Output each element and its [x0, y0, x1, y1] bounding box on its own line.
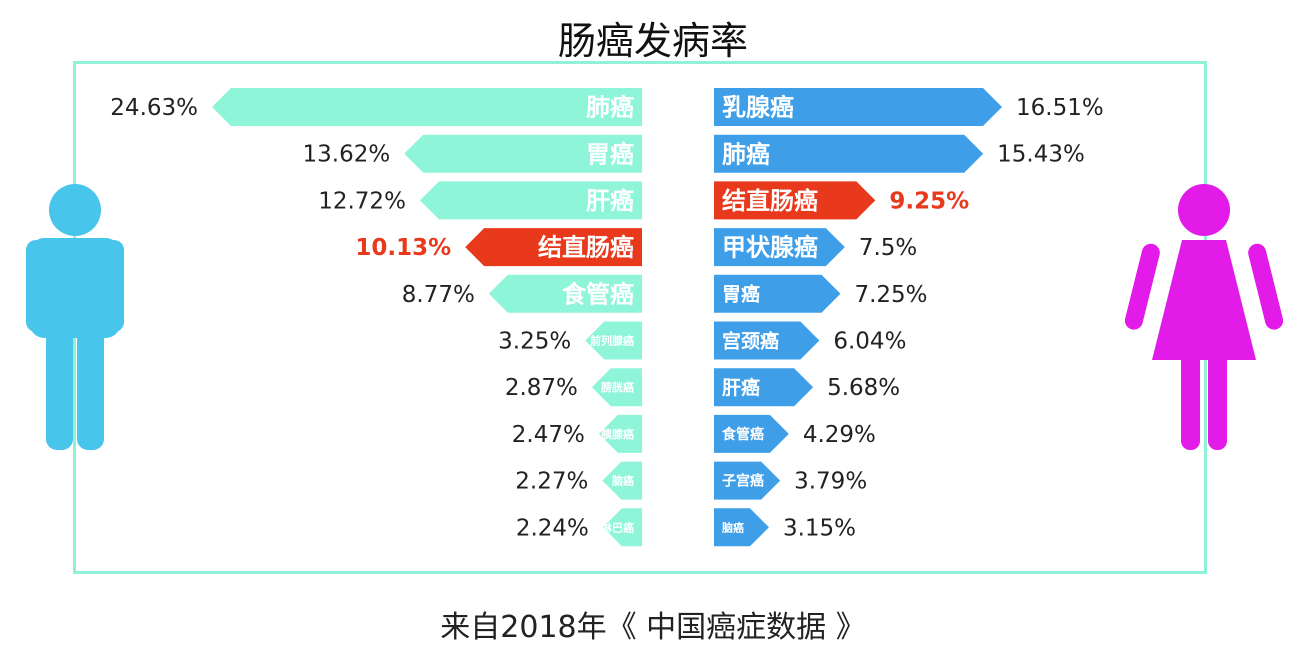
- source-note: 来自2018年《 中国癌症数据 》: [440, 610, 866, 645]
- male-series: 肺癌 24.63% 胃癌 13.62% 肝癌 12.72% 结直肠癌 10.13% 食管癌 8.7…: [110, 88, 642, 547]
- female-bar-label-0: 乳腺癌: [722, 94, 794, 122]
- female-bar-label-5: 宫颈癌: [722, 329, 779, 352]
- male-bar-8: [602, 461, 642, 500]
- chart-title: 肠癌发病率: [557, 19, 748, 63]
- male-value-label-6: 2.87%: [505, 375, 578, 401]
- male-bar-6: [591, 368, 642, 407]
- male-bar-9: [602, 508, 642, 547]
- male-bar-label-5: 前列腺癌: [590, 333, 634, 347]
- male-value-label-1: 13.62%: [303, 142, 391, 168]
- female-bar-label-2: 结直肠癌: [722, 187, 818, 215]
- female-bar-2: [714, 181, 876, 220]
- male-bar-4: [488, 274, 642, 313]
- female-bar-label-7: 食管癌: [722, 426, 764, 443]
- female-bar-3: [714, 228, 845, 267]
- male-bar-label-6: 膀胱癌: [600, 380, 634, 394]
- female-bar-label-6: 肝癌: [722, 376, 760, 399]
- female-value-label-7: 4.29%: [803, 422, 876, 448]
- male-bar-label-3: 结直肠癌: [538, 234, 634, 262]
- male-value-label-2: 12.72%: [318, 188, 406, 214]
- female-bar-label-9: 脑癌: [722, 520, 744, 534]
- female-value-label-4: 7.25%: [854, 282, 927, 308]
- male-value-label-8: 2.27%: [515, 469, 588, 495]
- male-bar-label-1: 胃癌: [586, 140, 634, 168]
- male-bar-1: [404, 134, 642, 173]
- male-bar-label-0: 肺癌: [586, 94, 634, 122]
- male-value-label-9: 2.24%: [516, 515, 589, 541]
- male-bar-2: [419, 181, 642, 220]
- male-value-label-3: 10.13%: [355, 235, 451, 261]
- male-value-label-4: 8.77%: [402, 282, 475, 308]
- female-value-label-3: 7.5%: [859, 235, 917, 261]
- male-bar-5: [585, 321, 642, 360]
- female-bar-label-8: 子宫癌: [722, 473, 764, 490]
- male-bar-label-7: 胰腺癌: [600, 427, 634, 441]
- female-value-label-5: 6.04%: [833, 329, 906, 355]
- female-figure-icon: [1124, 184, 1284, 450]
- male-figure-icon: [26, 184, 124, 450]
- female-bar-0: [714, 88, 1002, 126]
- female-bar-4: [714, 274, 841, 313]
- male-bar-0: [212, 88, 642, 126]
- male-value-label-0: 24.63%: [110, 95, 198, 121]
- male-value-label-5: 3.25%: [498, 329, 571, 355]
- female-bar-6: [714, 368, 814, 407]
- male-bar-label-8: 脑癌: [612, 474, 634, 488]
- female-value-label-2: 9.25%: [889, 188, 969, 214]
- female-value-label-6: 5.68%: [827, 375, 900, 401]
- female-bar-8: [714, 461, 781, 500]
- male-bar-label-4: 食管癌: [562, 280, 634, 308]
- female-bar-label-3: 甲状腺癌: [722, 234, 818, 262]
- female-value-label-1: 15.43%: [997, 142, 1085, 168]
- female-bar-label-1: 肺癌: [722, 140, 770, 168]
- male-bar-label-2: 肝癌: [586, 187, 634, 215]
- female-bar-9: [714, 508, 769, 547]
- female-value-label-8: 3.79%: [794, 469, 867, 495]
- female-value-label-0: 16.51%: [1016, 95, 1104, 121]
- female-bar-label-4: 胃癌: [722, 283, 760, 306]
- male-bar-label-9: 淋巴癌: [601, 520, 634, 534]
- female-value-label-9: 3.15%: [783, 515, 856, 541]
- male-bar-7: [598, 414, 642, 453]
- male-bar-3: [465, 228, 642, 267]
- female-bar-1: [714, 134, 984, 173]
- female-bar-7: [714, 414, 789, 453]
- female-bar-5: [714, 321, 820, 360]
- male-value-label-7: 2.47%: [512, 422, 585, 448]
- female-series: 乳腺癌 16.51% 肺癌 15.43% 结直肠癌 9.25% 甲状腺癌 7.5% 胃癌 7.25…: [714, 88, 1104, 547]
